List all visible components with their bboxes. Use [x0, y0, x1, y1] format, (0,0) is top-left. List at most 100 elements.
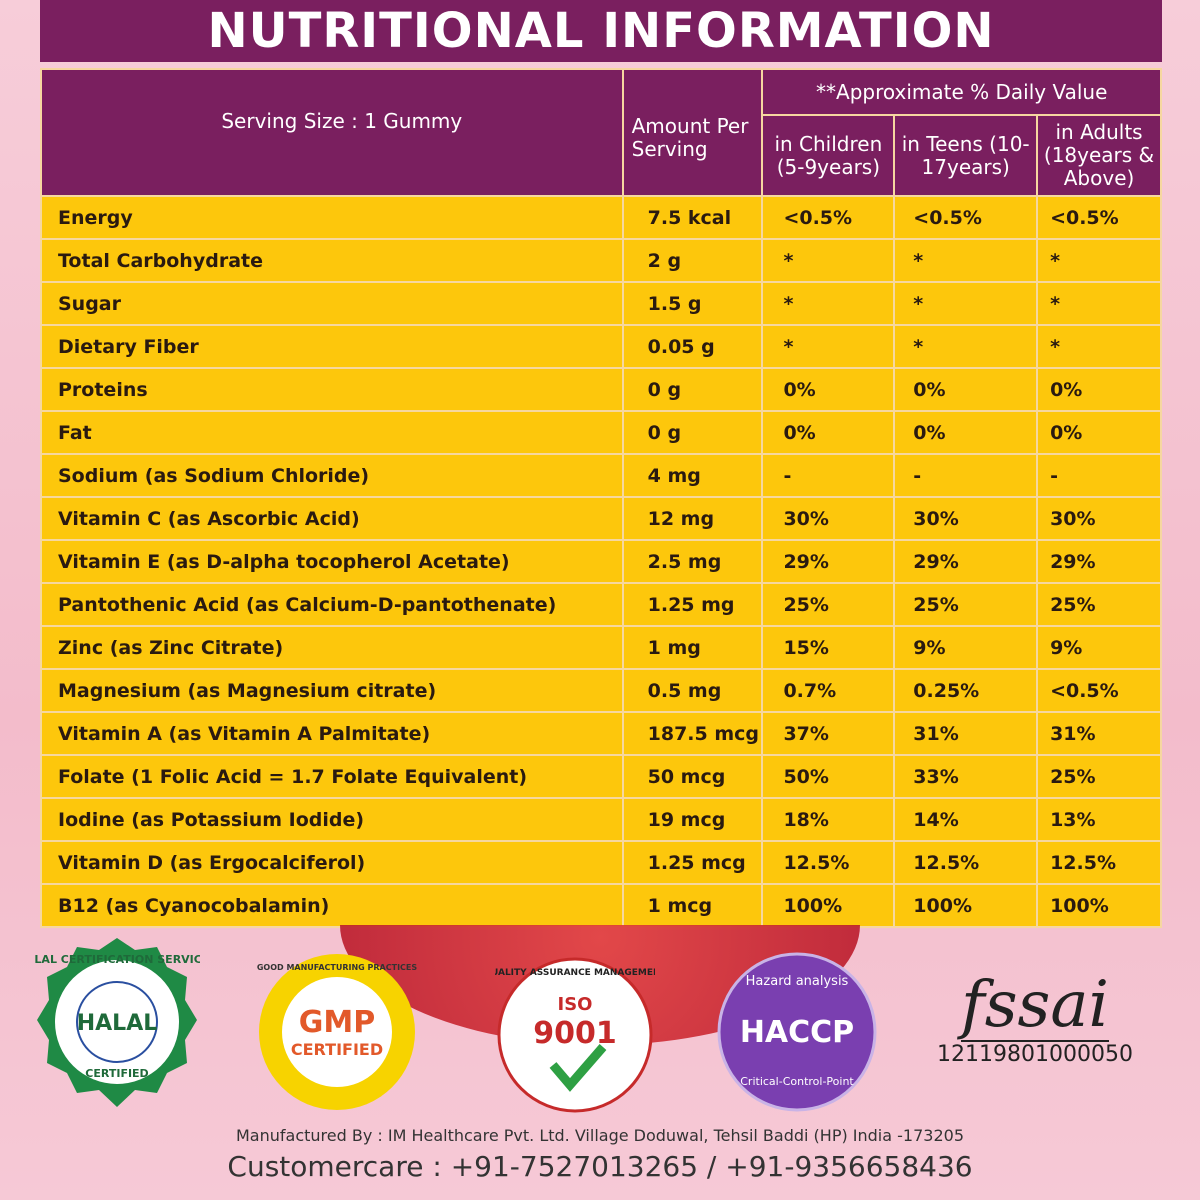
adults-dv: 25%	[1036, 754, 1162, 799]
table-row: Folate (1 Folic Acid = 1.7 Folate Equiva…	[40, 754, 1162, 799]
nutrient-name: Energy	[40, 195, 624, 240]
table-row: Vitamin C (as Ascorbic Acid) 12 mg 30% 30% 3…	[40, 496, 1162, 541]
children-header: in Children (5-9years)	[761, 114, 896, 197]
table-row: B12 (as Cyanocobalamin) 1 mcg 100% 100% 100%	[40, 883, 1162, 928]
adults-dv: <0.5%	[1036, 668, 1162, 713]
children-dv: 15%	[761, 625, 896, 670]
adults-dv: 29%	[1036, 539, 1162, 584]
adults-dv: 0%	[1036, 367, 1162, 412]
adults-dv: 25%	[1036, 582, 1162, 627]
svg-text:9001: 9001	[533, 1016, 617, 1051]
children-dv: 30%	[761, 496, 896, 541]
children-dv: 0.7%	[761, 668, 896, 713]
children-dv: 100%	[761, 883, 896, 928]
teens-dv: 25%	[893, 582, 1039, 627]
nutrient-name: Vitamin A (as Vitamin A Palmitate)	[40, 711, 624, 756]
adults-header: in Adults (18years & Above)	[1036, 114, 1162, 197]
teens-header: in Teens (10-17years)	[893, 114, 1039, 197]
fssai-logo: fssai 12119801000050	[930, 970, 1140, 1067]
checkmark-icon	[549, 1044, 607, 1092]
teens-dv: 29%	[893, 539, 1039, 584]
amount: 187.5 mcg	[621, 711, 764, 756]
adults-dv: 30%	[1036, 496, 1162, 541]
adults-dv: *	[1036, 324, 1162, 369]
table-row: Zinc (as Zinc Citrate) 1 mg 15% 9% 9%	[40, 625, 1162, 670]
teens-dv: 100%	[893, 883, 1039, 928]
table-row: Total Carbohydrate 2 g * * *	[40, 238, 1162, 283]
amount: 0 g	[621, 367, 764, 412]
nutrient-name: Dietary Fiber	[40, 324, 624, 369]
children-dv: <0.5%	[761, 195, 896, 240]
children-dv: *	[761, 238, 896, 283]
amount: 19 mcg	[621, 797, 764, 842]
table-row: Vitamin A (as Vitamin A Palmitate) 187.5 …	[40, 711, 1162, 756]
svg-text:GOOD MANUFACTURING PRACTICES: GOOD MANUFACTURING PRACTICES	[257, 963, 418, 972]
svg-text:HALAL CERTIFICATION SERVICES: HALAL CERTIFICATION SERVICES	[35, 953, 200, 966]
serving-size-header: Serving Size : 1 Gummy	[40, 68, 624, 197]
table-row: Sugar 1.5 g * * *	[40, 281, 1162, 326]
svg-text:HALAL: HALAL	[77, 1011, 158, 1036]
nutrient-name: Total Carbohydrate	[40, 238, 624, 283]
amount: 4 mg	[621, 453, 764, 498]
nutrient-name: Vitamin D (as Ergocalciferol)	[40, 840, 624, 885]
nutrient-name: Vitamin C (as Ascorbic Acid)	[40, 496, 624, 541]
fssai-license-number: 12119801000050	[937, 1042, 1133, 1067]
svg-text:CERTIFIED: CERTIFIED	[85, 1067, 148, 1080]
amount: 12 mg	[621, 496, 764, 541]
amount: 0.05 g	[621, 324, 764, 369]
nutrient-name: Sugar	[40, 281, 624, 326]
nutrient-name: Folate (1 Folic Acid = 1.7 Folate Equiva…	[40, 754, 624, 799]
adults-dv: 12.5%	[1036, 840, 1162, 885]
haccp-badge: Hazard analysis HACCP Critical-Control-P…	[717, 952, 877, 1112]
halal-badge: HALAL CERTIFICATION SERVICES HALAL CERTI…	[35, 938, 200, 1107]
nutrient-name: Pantothenic Acid (as Calcium-D-pantothen…	[40, 582, 624, 627]
children-dv: 18%	[761, 797, 896, 842]
table-row: Vitamin D (as Ergocalciferol) 1.25 mcg 12.…	[40, 840, 1162, 885]
daily-value-header: **Approximate % Daily Value	[761, 68, 1162, 116]
adults-dv: 9%	[1036, 625, 1162, 670]
svg-text:CERTIFIED: CERTIFIED	[291, 1040, 383, 1059]
svg-text:ISO: ISO	[558, 994, 593, 1015]
children-dv: *	[761, 324, 896, 369]
teens-dv: -	[893, 453, 1039, 498]
page-title: NUTRITIONAL INFORMATION	[40, 0, 1162, 62]
table-row: Proteins 0 g 0% 0% 0%	[40, 367, 1162, 412]
nutrient-name: Sodium (as Sodium Chloride)	[40, 453, 624, 498]
table-row: Fat 0 g 0% 0% 0%	[40, 410, 1162, 455]
teens-dv: 0%	[893, 410, 1039, 455]
children-dv: 0%	[761, 410, 896, 455]
iso-9001-badge: QUALITY ASSURANCE MANAGEMENT ISO 9001	[495, 957, 655, 1113]
nutrition-table: Serving Size : 1 Gummy Amount Per Servin…	[40, 68, 1162, 928]
table-row: Vitamin E (as D-alpha tocopherol Acetate…	[40, 539, 1162, 584]
amount: 1 mg	[621, 625, 764, 670]
amount: 2 g	[621, 238, 764, 283]
svg-text:GMP: GMP	[299, 1005, 375, 1040]
amount: 0 g	[621, 410, 764, 455]
amount: 1.25 mcg	[621, 840, 764, 885]
nutrient-name: Vitamin E (as D-alpha tocopherol Acetate…	[40, 539, 624, 584]
table-row: Pantothenic Acid (as Calcium-D-pantothen…	[40, 582, 1162, 627]
teens-dv: 12.5%	[893, 840, 1039, 885]
svg-text:Hazard analysis: Hazard analysis	[746, 974, 849, 989]
adults-dv: *	[1036, 281, 1162, 326]
amount: 2.5 mg	[621, 539, 764, 584]
svg-text:QUALITY ASSURANCE MANAGEMENT: QUALITY ASSURANCE MANAGEMENT	[495, 968, 655, 978]
customer-care: Customercare : +91-7527013265 / +91-9356…	[227, 1150, 973, 1183]
children-dv: 0%	[761, 367, 896, 412]
nutrient-name: Fat	[40, 410, 624, 455]
amount: 1.25 mg	[621, 582, 764, 627]
teens-dv: 33%	[893, 754, 1039, 799]
teens-dv: 0.25%	[893, 668, 1039, 713]
teens-dv: *	[893, 238, 1039, 283]
nutrient-name: Magnesium (as Magnesium citrate)	[40, 668, 624, 713]
nutrient-name: B12 (as Cyanocobalamin)	[40, 883, 624, 928]
children-dv: 25%	[761, 582, 896, 627]
manufacturer-info: Manufactured By : IM Healthcare Pvt. Ltd…	[235, 1126, 964, 1145]
children-dv: 29%	[761, 539, 896, 584]
adults-dv: 31%	[1036, 711, 1162, 756]
teens-dv: *	[893, 324, 1039, 369]
gmp-badge: GOOD MANUFACTURING PRACTICES GMP CERTIFI…	[257, 954, 418, 1110]
table-row: Magnesium (as Magnesium citrate) 0.5 mg 0.…	[40, 668, 1162, 713]
teens-dv: 14%	[893, 797, 1039, 842]
nutrient-name: Proteins	[40, 367, 624, 412]
